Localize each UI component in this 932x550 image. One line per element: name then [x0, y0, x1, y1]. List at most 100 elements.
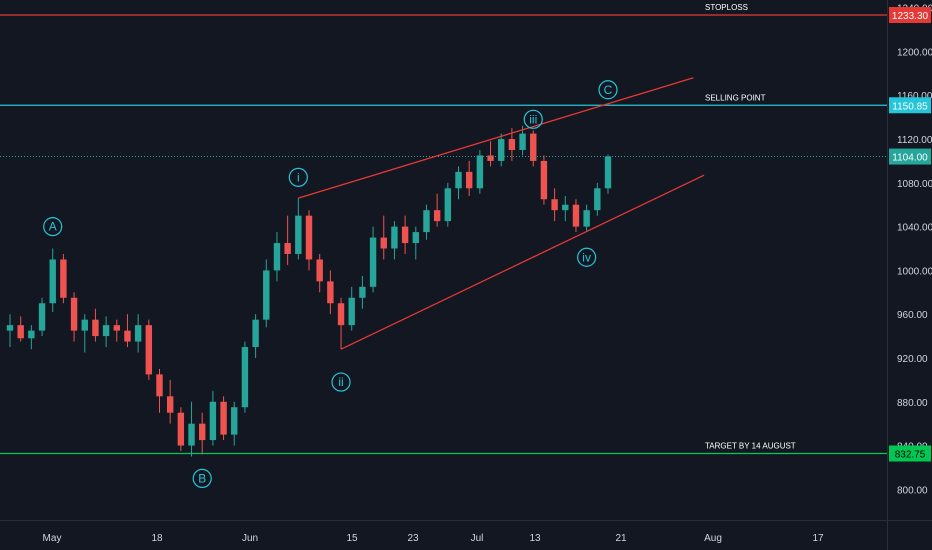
candle — [113, 319, 120, 342]
lines-layer — [0, 14, 887, 455]
candle — [60, 253, 67, 304]
candle — [263, 259, 270, 328]
candle-body — [465, 171, 473, 189]
wave-text: B — [198, 471, 206, 485]
y-tick-label: 800.00 — [897, 485, 928, 496]
candle — [369, 226, 377, 293]
candle — [38, 297, 46, 337]
candle — [166, 379, 174, 424]
candle — [519, 125, 526, 156]
target-price-tag-text: 832.75 — [895, 449, 926, 460]
wave-label-iii: iii — [523, 109, 543, 129]
candle-body — [369, 237, 377, 287]
stoploss-price-tag-text: 1233.30 — [892, 11, 929, 22]
candle-body — [337, 303, 345, 326]
candle-body — [145, 325, 153, 375]
candle-body — [316, 259, 323, 282]
candle-body — [540, 160, 548, 200]
candle-body — [530, 133, 537, 161]
candle-body — [241, 347, 249, 408]
candle — [551, 188, 558, 222]
candle-body — [594, 188, 601, 211]
stoploss-label: STOPLOSS — [705, 3, 748, 12]
candle — [81, 314, 88, 353]
candle-body — [487, 155, 494, 161]
candle-body — [508, 139, 516, 150]
labels-layer: STOPLOSS SELLING POINT TARGET BY 14 AUGUST… — [43, 3, 796, 488]
candle-body — [209, 401, 217, 441]
candle — [423, 204, 430, 240]
candle — [295, 198, 302, 260]
candle-body — [166, 396, 174, 413]
current-price-price-tag-bg — [889, 148, 931, 165]
stoploss-price-tag: 1233.30 — [889, 6, 931, 23]
candle — [241, 341, 249, 413]
candle-body — [380, 237, 387, 249]
candle-body — [305, 215, 313, 260]
candle — [359, 275, 366, 309]
wave-circle — [288, 167, 308, 187]
candle — [49, 248, 56, 312]
candle-body — [327, 281, 334, 304]
candle-body — [273, 243, 281, 271]
wave-circle — [523, 109, 543, 129]
x-tick-label: 21 — [615, 533, 627, 544]
candle — [6, 314, 14, 348]
y-tick-label: 1080.00 — [897, 179, 932, 190]
candle-body — [38, 303, 46, 331]
selling-point-price-tag: 1150.85 — [889, 97, 931, 114]
selling-point-price-tag-bg — [889, 97, 931, 114]
candle-body — [220, 401, 227, 435]
candle-body — [113, 325, 120, 331]
candle — [604, 154, 612, 194]
selling-point-label: SELLING POINT — [705, 93, 766, 102]
candle-body — [28, 330, 35, 339]
x-tick-label: 15 — [346, 533, 358, 544]
selling-point-price-tag-text: 1150.85 — [892, 101, 928, 112]
candle-body — [70, 297, 78, 331]
candle — [540, 155, 548, 205]
candle-body — [134, 325, 142, 342]
candle — [252, 314, 259, 358]
candle-body — [17, 325, 24, 339]
candle-body — [583, 210, 590, 227]
stoploss-price-tag-bg — [889, 6, 931, 23]
candle — [327, 270, 334, 315]
candle — [583, 204, 590, 233]
candle-body — [60, 259, 67, 298]
price-axis[interactable]: 1240.001200.001160.001120.001080.001040.… — [897, 4, 932, 497]
candle-body — [444, 188, 452, 222]
x-tick-label: Aug — [704, 533, 722, 544]
candle — [487, 141, 494, 167]
wave-label-i: i — [288, 167, 308, 187]
channel-upper-line — [298, 77, 694, 199]
candle-body — [252, 319, 259, 348]
candle — [348, 286, 355, 331]
x-tick-label: May — [43, 533, 62, 544]
wave-text: C — [604, 83, 613, 97]
candle — [316, 253, 323, 293]
y-tick-label: 1040.00 — [897, 223, 932, 234]
candle-body — [284, 243, 291, 254]
wave-label-iv: iv — [577, 247, 597, 267]
x-tick-label: 23 — [407, 533, 419, 544]
current-price-price-tag-text: 1104.00 — [892, 153, 928, 164]
channel-lower-line — [340, 174, 705, 350]
candle — [284, 215, 291, 265]
candle — [594, 182, 601, 216]
candle — [305, 210, 313, 271]
price-tags-layer: 1233.30 1150.85 1104.00 832.75 — [889, 6, 931, 462]
wave-text: iv — [582, 250, 591, 264]
candle-body — [572, 204, 580, 227]
candle — [124, 314, 131, 348]
candle-body — [295, 215, 302, 254]
y-tick-label: 880.00 — [897, 398, 928, 409]
candle — [156, 368, 163, 413]
candle-body — [263, 270, 270, 320]
candle-body — [401, 226, 409, 244]
candle — [134, 314, 142, 353]
wave-label-C: C — [598, 80, 618, 100]
candle-body — [412, 232, 419, 244]
time-axis[interactable]: May 18 Jun 15 23 Jul 13 21 Aug 17 — [43, 533, 824, 544]
